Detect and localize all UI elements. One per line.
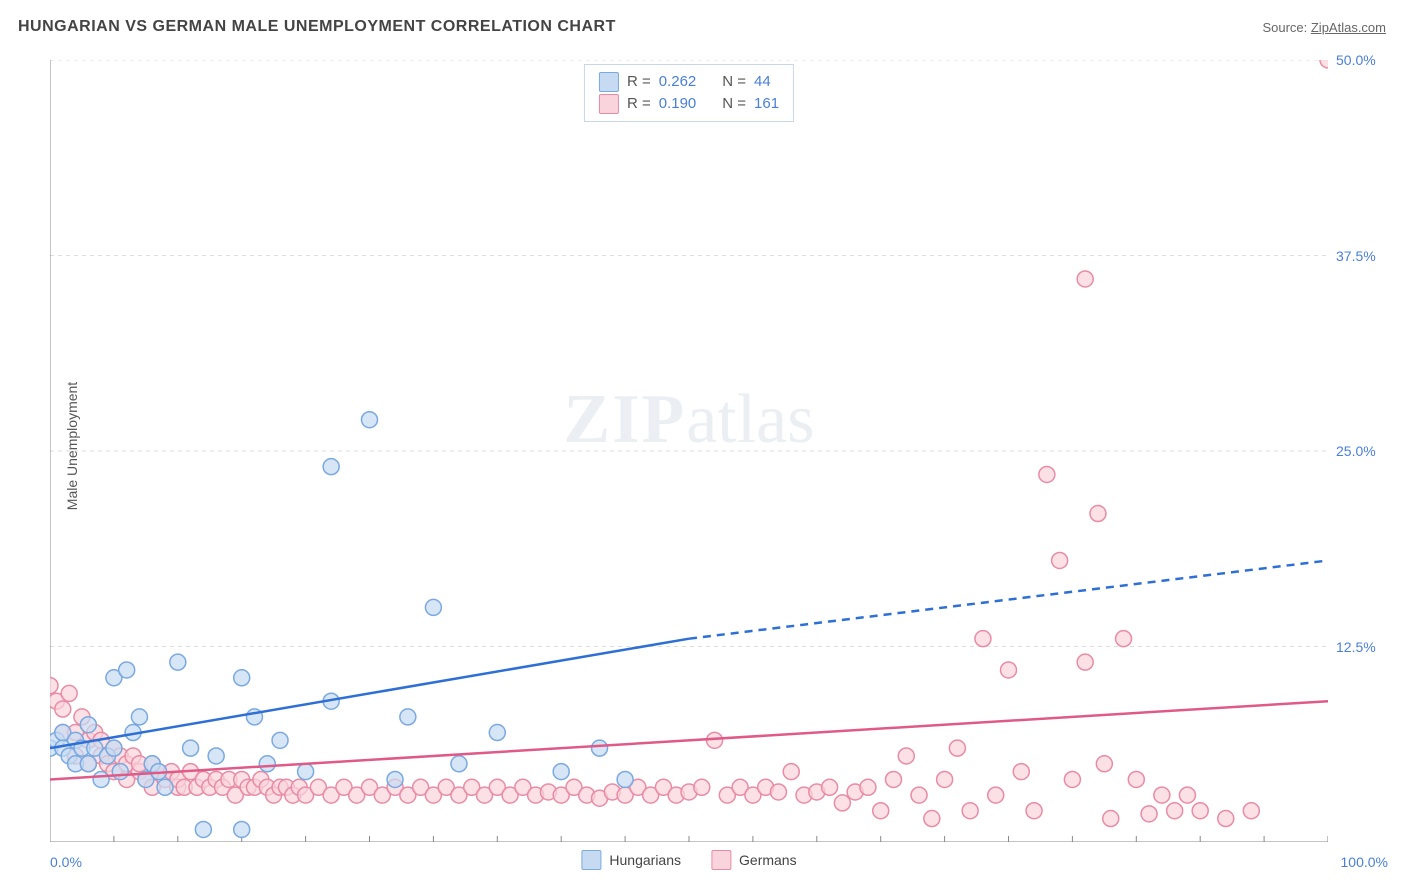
legend-swatch	[581, 850, 601, 870]
r-label: R =	[627, 71, 651, 93]
x-axis-max-label: 100.0%	[1341, 854, 1388, 870]
y-tick-label: 12.5%	[1336, 639, 1396, 655]
stats-legend: R = 0.262 N = 44 R = 0.190 N = 161	[584, 64, 794, 122]
series-legend-label: Hungarians	[609, 852, 681, 868]
y-tick-label: 25.0%	[1336, 443, 1396, 459]
y-tick-label: 37.5%	[1336, 248, 1396, 264]
series-legend-item: Germans	[711, 850, 797, 870]
r-value: 0.262	[659, 71, 697, 93]
scatter-chart	[50, 60, 1328, 842]
r-value: 0.190	[659, 93, 697, 115]
n-value: 44	[754, 71, 771, 93]
source-label: Source:	[1262, 20, 1310, 35]
legend-swatch	[711, 850, 731, 870]
series-legend-item: Hungarians	[581, 850, 681, 870]
series-legend-label: Germans	[739, 852, 797, 868]
legend-swatch	[599, 94, 619, 114]
legend-swatch	[599, 72, 619, 92]
stats-legend-row: R = 0.190 N = 161	[599, 93, 779, 115]
x-axis-min-label: 0.0%	[50, 854, 82, 870]
source-link[interactable]: ZipAtlas.com	[1311, 20, 1386, 35]
n-label: N =	[722, 71, 746, 93]
chart-area: ZIPatlas R =0.262N =44R =0.190N =161 Hun…	[50, 60, 1328, 842]
n-label: N =	[722, 93, 746, 115]
stats-legend-row: R = 0.262 N = 44	[599, 71, 779, 93]
page-title: HUNGARIAN VS GERMAN MALE UNEMPLOYMENT CO…	[18, 18, 616, 36]
r-label: R =	[627, 93, 651, 115]
source-attribution: Source: ZipAtlas.com	[1262, 20, 1386, 35]
n-value: 161	[754, 93, 779, 115]
series-legend: Hungarians Germans	[581, 850, 796, 870]
y-tick-label: 50.0%	[1336, 52, 1396, 68]
